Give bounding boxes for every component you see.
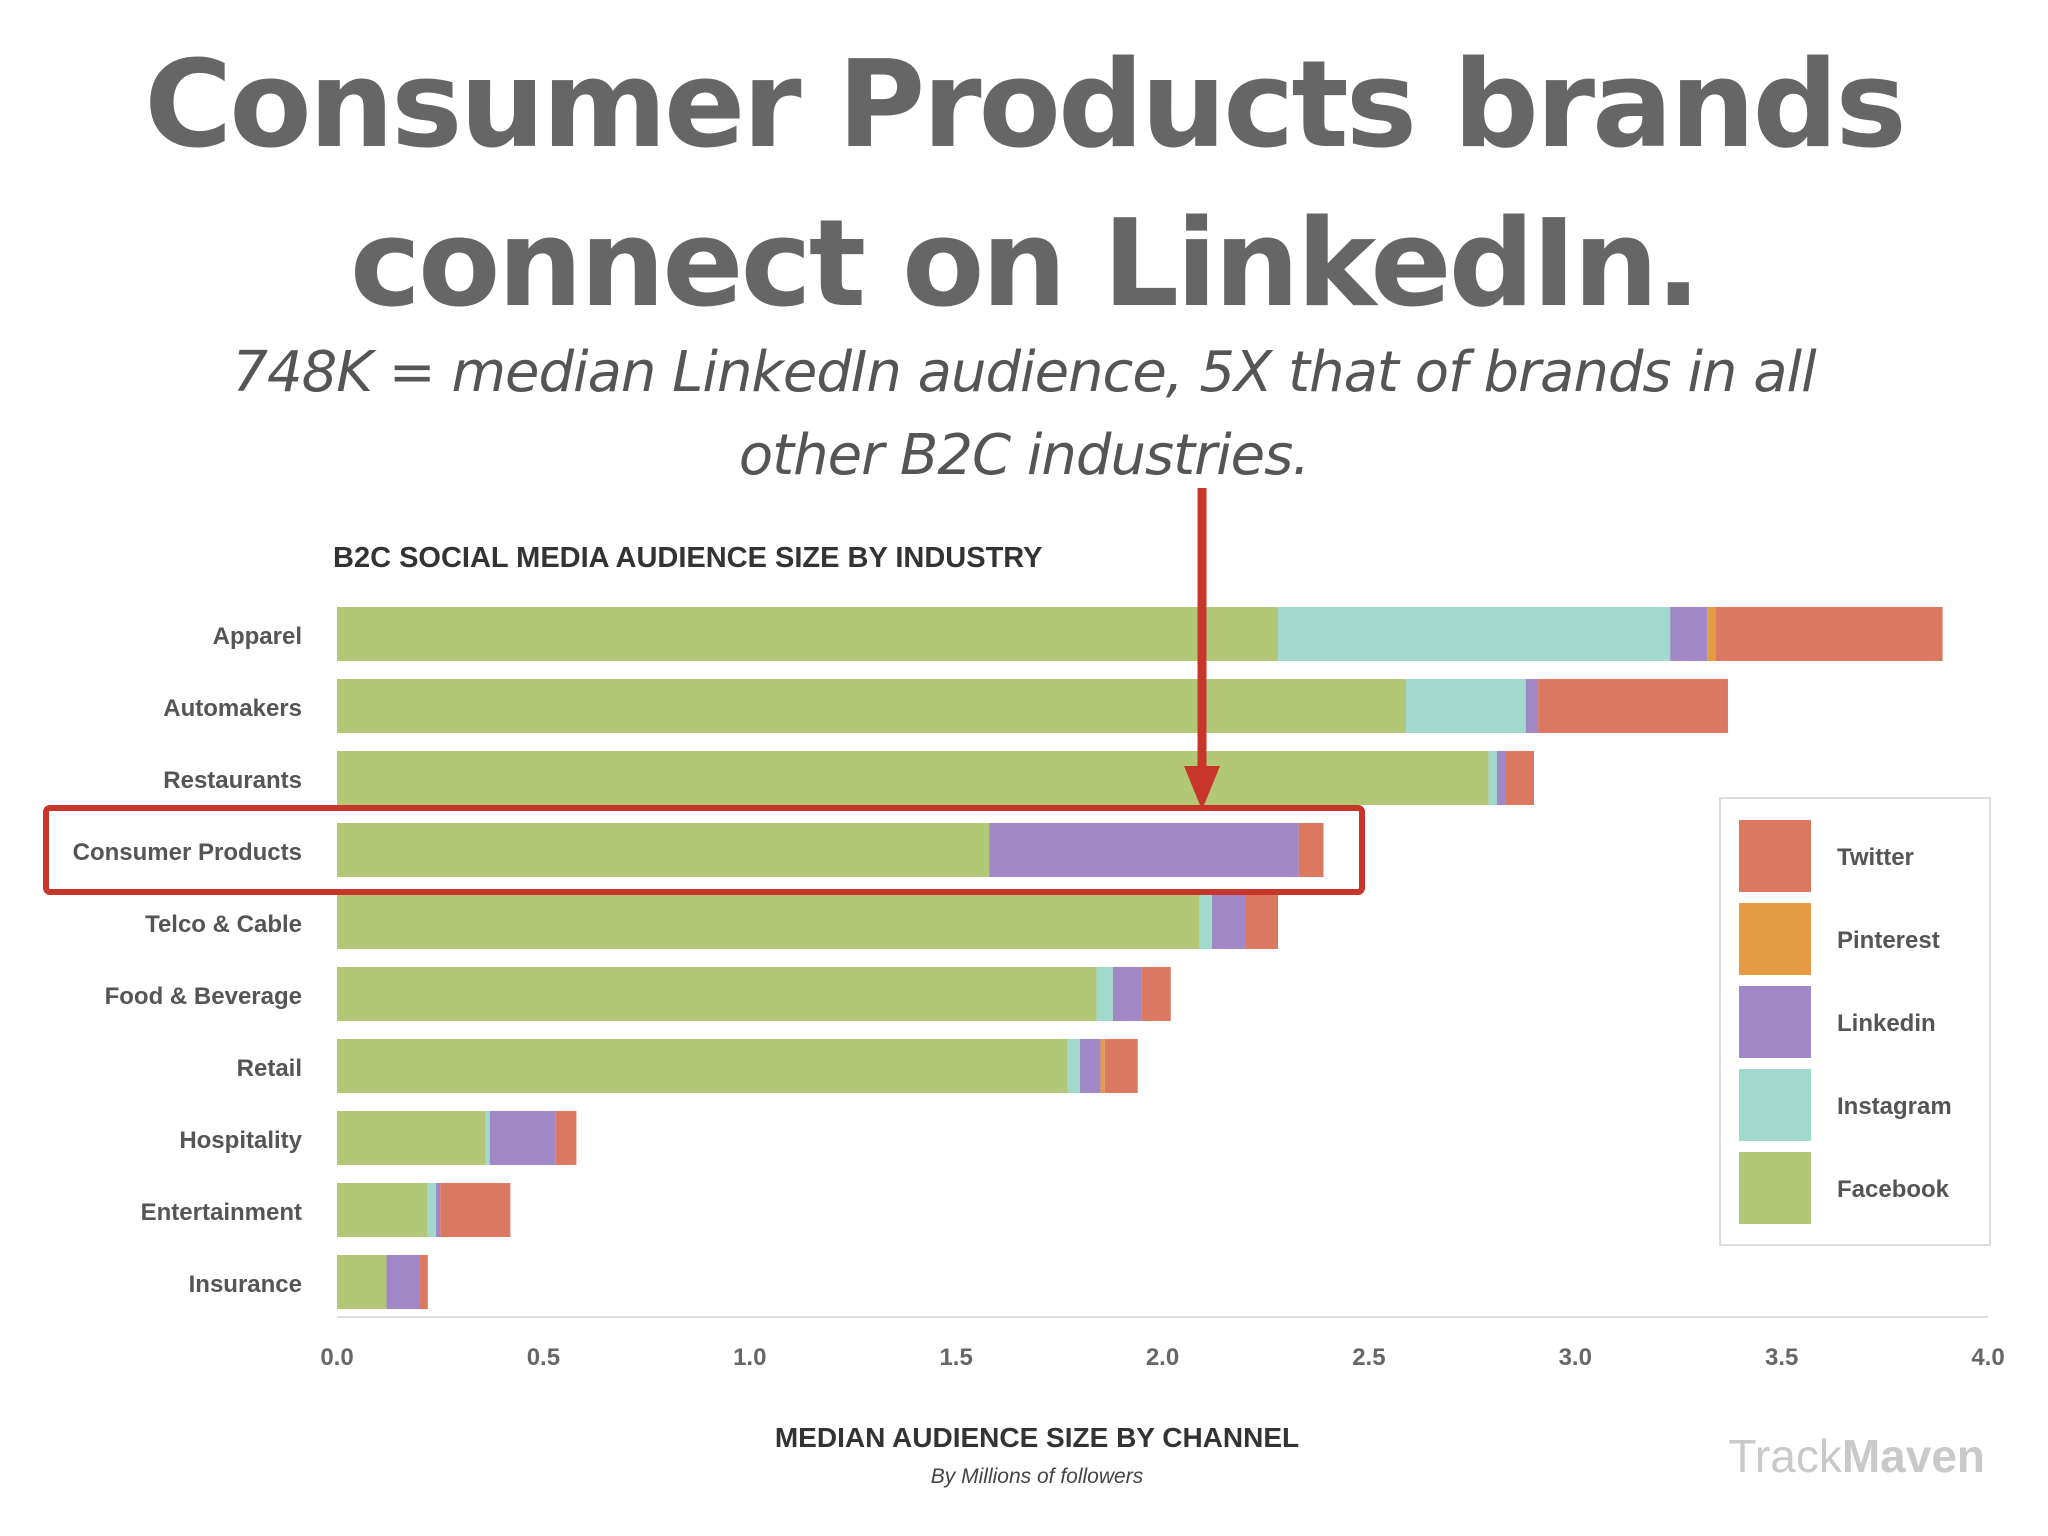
- x-tick-label-3-5: 3.5: [1765, 1344, 1798, 1371]
- category-label-entertainment: Entertainment: [141, 1199, 302, 1226]
- category-label-food-and-beverage: Food & Beverage: [105, 983, 302, 1010]
- bar-segment-restaurants-twitter: [1505, 751, 1534, 805]
- bar-segment-food-and-beverage-twitter: [1141, 967, 1171, 1021]
- bar-segment-entertainment-instagram: [427, 1183, 437, 1237]
- bar-segment-automakers-facebook: [337, 679, 1407, 733]
- bar-segment-insurance-linkedin: [386, 1255, 420, 1309]
- bar-segment-entertainment-linkedin: [436, 1183, 441, 1237]
- bar-segment-apparel-twitter: [1715, 607, 1943, 661]
- legend-swatch-pinterest: [1739, 903, 1811, 975]
- legend-label-twitter: Twitter: [1837, 844, 1914, 871]
- bar-segment-apparel-instagram: [1278, 607, 1671, 661]
- bar-segment-automakers-linkedin: [1525, 679, 1539, 733]
- x-tick-label-3-0: 3.0: [1559, 1344, 1592, 1371]
- highlight-box: [43, 805, 1365, 895]
- legend-label-facebook: Facebook: [1837, 1176, 1950, 1203]
- bar-segment-hospitality-instagram: [485, 1111, 490, 1165]
- legend-swatch-twitter: [1739, 820, 1811, 892]
- trackmaven-watermark: TrackMaven: [1729, 1430, 1985, 1482]
- bar-segment-apparel-facebook: [337, 607, 1279, 661]
- bar-segment-telco-and-cable-instagram: [1199, 895, 1213, 949]
- arrow-head: [1184, 766, 1220, 810]
- bar-segment-telco-and-cable-twitter: [1245, 895, 1279, 949]
- category-label-automakers: Automakers: [163, 695, 302, 722]
- bar-segment-entertainment-facebook: [337, 1183, 428, 1237]
- bar-segment-automakers-instagram: [1406, 679, 1526, 733]
- bar-segment-apparel-linkedin: [1670, 607, 1708, 661]
- chart-title: B2C SOCIAL MEDIA AUDIENCE SIZE BY INDUST…: [333, 542, 1043, 574]
- category-label-apparel: Apparel: [213, 623, 302, 650]
- bar-segment-apparel-pinterest: [1707, 607, 1716, 661]
- category-label-retail: Retail: [237, 1055, 302, 1082]
- bar-segment-restaurants-facebook: [337, 751, 1489, 805]
- bar-segment-retail-linkedin: [1079, 1039, 1101, 1093]
- bar-segment-automakers-twitter: [1538, 679, 1728, 733]
- x-tick-label-2-5: 2.5: [1352, 1344, 1385, 1371]
- x-tick-label-2-0: 2.0: [1146, 1344, 1179, 1371]
- x-tick-label-0-5: 0.5: [527, 1344, 560, 1371]
- bar-segment-telco-and-cable-linkedin: [1212, 895, 1246, 949]
- bar-segment-insurance-facebook: [337, 1255, 387, 1309]
- bar-segment-retail-twitter: [1104, 1039, 1138, 1093]
- bar-segment-food-and-beverage-instagram: [1096, 967, 1113, 1021]
- x-tick-label-1-5: 1.5: [939, 1344, 972, 1371]
- legend-swatch-linkedin: [1739, 986, 1811, 1058]
- x-tick-label-1-0: 1.0: [733, 1344, 766, 1371]
- x-axis-subtitle: By Millions of followers: [931, 1465, 1144, 1488]
- bar-segment-restaurants-linkedin: [1496, 751, 1506, 805]
- bar-segment-food-and-beverage-linkedin: [1112, 967, 1142, 1021]
- bar-segment-retail-instagram: [1067, 1039, 1080, 1093]
- bar-segment-consumer-products-twitter: [1298, 823, 1324, 877]
- legend-label-linkedin: Linkedin: [1837, 1010, 1936, 1037]
- legend-label-instagram: Instagram: [1837, 1093, 1952, 1120]
- headline-line-1: Consumer Products brands: [144, 36, 1907, 175]
- subheadline-line-2: other B2C industries.: [738, 423, 1310, 488]
- legend-label-pinterest: Pinterest: [1837, 927, 1940, 954]
- bar-segment-hospitality-linkedin: [489, 1111, 556, 1165]
- bar-segment-retail-facebook: [337, 1039, 1068, 1093]
- category-label-hospitality: Hospitality: [179, 1127, 302, 1154]
- bar-segment-consumer-products-facebook: [337, 823, 990, 877]
- bar-segment-hospitality-twitter: [555, 1111, 577, 1165]
- x-tick-label-4-0: 4.0: [1971, 1344, 2004, 1371]
- bar-segment-telco-and-cable-facebook: [337, 895, 1200, 949]
- legend-swatch-facebook: [1739, 1152, 1811, 1224]
- category-label-consumer-products: Consumer Products: [73, 839, 302, 866]
- bar-segment-entertainment-twitter: [440, 1183, 511, 1237]
- bar-segment-restaurants-instagram: [1488, 751, 1497, 805]
- headline-line-2: connect on LinkedIn.: [349, 195, 1701, 334]
- bar-segment-food-and-beverage-facebook: [337, 967, 1097, 1021]
- category-label-insurance: Insurance: [189, 1271, 302, 1298]
- bar-segment-retail-pinterest: [1100, 1039, 1105, 1093]
- category-label-restaurants: Restaurants: [163, 767, 302, 794]
- bar-segment-hospitality-facebook: [337, 1111, 486, 1165]
- x-axis-title: MEDIAN AUDIENCE SIZE BY CHANNEL: [775, 1422, 1299, 1453]
- bar-segment-consumer-products-linkedin: [989, 823, 1299, 877]
- category-label-telco-and-cable: Telco & Cable: [145, 911, 302, 938]
- legend-swatch-instagram: [1739, 1069, 1811, 1141]
- bar-segment-insurance-twitter: [419, 1255, 428, 1309]
- x-tick-label-0-0: 0.0: [320, 1344, 353, 1371]
- subheadline-line-1: 748K = median LinkedIn audience, 5X that…: [232, 340, 1816, 405]
